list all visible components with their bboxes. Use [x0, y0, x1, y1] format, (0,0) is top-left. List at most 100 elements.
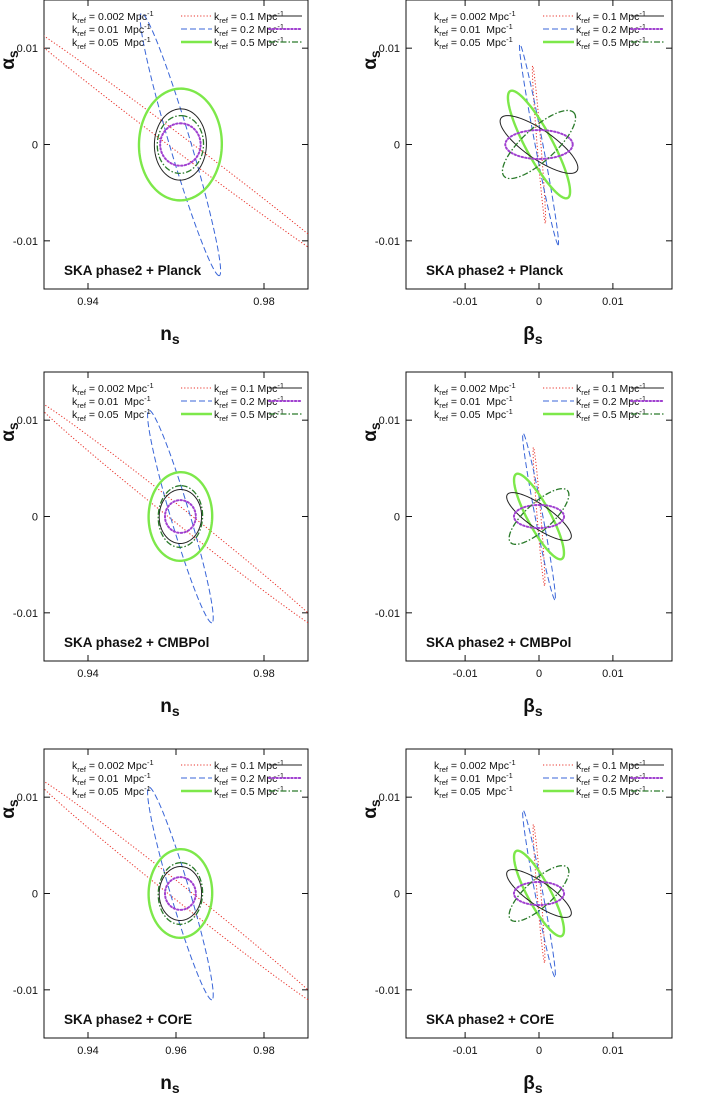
legend-label-0.1: kref = 0.1 Mpc-1	[214, 381, 284, 397]
legend-label-0.002: kref = 0.002 Mpc-1	[434, 9, 516, 25]
contour-ellipse-k0.01	[147, 409, 214, 624]
legend-label-0.01: kref = 0.01 Mpc-1	[72, 394, 151, 410]
contour-ellipse-k0.1	[158, 866, 203, 921]
legend-label-0.01: kref = 0.01 Mpc-1	[434, 394, 513, 410]
y-tick-label: 0.01	[17, 415, 38, 427]
legend-label-0.002: kref = 0.002 Mpc-1	[72, 381, 154, 397]
legend-label-0.2: kref = 0.2 Mpc-1	[214, 771, 284, 787]
panel-title: SKA phase2 + Planck	[426, 263, 564, 278]
plot-frame	[43, 371, 309, 662]
x-tick-label: 0	[536, 1045, 542, 1057]
contour-group	[499, 43, 579, 246]
y-tick-label: 0.01	[379, 43, 400, 55]
y-axis-label: αs	[360, 799, 383, 819]
y-tick-label: 0	[32, 889, 38, 901]
contour-ellipse-k0.2	[163, 499, 197, 534]
panel-title: SKA phase2 + CMBPol	[64, 635, 209, 650]
x-tick-label: 0.98	[253, 668, 274, 680]
contour-ellipse-k0.01	[147, 786, 214, 1001]
legend-label-0.2: kref = 0.2 Mpc-1	[214, 394, 284, 410]
x-tick-label: -0.01	[453, 296, 478, 308]
contour-group	[506, 432, 572, 601]
legend-label-0.05: kref = 0.05 Mpc-1	[434, 784, 513, 800]
y-tick-label: -0.01	[375, 985, 400, 997]
plot-frame	[43, 0, 309, 290]
panel-title: SKA phase2 + CMBPol	[426, 635, 571, 650]
legend-label-0.05: kref = 0.05 Mpc-1	[434, 407, 513, 423]
y-tick-label: 0	[394, 889, 400, 901]
legend-label-0.5: kref = 0.5 Mpc-1	[576, 35, 646, 51]
contour-ellipse-k0.1	[158, 489, 203, 544]
contour-ellipse-k0.2	[159, 122, 202, 167]
y-axis-label: αs	[0, 422, 21, 442]
legend-label-0.2: kref = 0.2 Mpc-1	[576, 22, 646, 38]
legend-label-0.5: kref = 0.5 Mpc-1	[576, 407, 646, 423]
contour-ellipse-k0.05	[512, 472, 566, 561]
panel-title: SKA phase2 + Planck	[64, 263, 202, 278]
x-tick-label: 0	[536, 296, 542, 308]
x-axis-label: βs	[523, 324, 543, 347]
x-tick-label: 0.96	[165, 1045, 186, 1057]
y-tick-label: 0	[394, 140, 400, 152]
contour-ellipse-k0.1	[499, 115, 579, 174]
contour-group	[506, 809, 572, 978]
legend-label-0.2: kref = 0.2 Mpc-1	[576, 394, 646, 410]
y-tick-label: -0.01	[375, 608, 400, 620]
x-tick-label: 0.94	[77, 296, 98, 308]
y-tick-label: 0.01	[379, 792, 400, 804]
plot-frame	[43, 748, 309, 1039]
y-tick-label: 0.01	[17, 43, 38, 55]
y-tick-label: 0	[32, 512, 38, 524]
contour-ellipse-k0.05	[506, 89, 572, 200]
y-axis-label: αs	[360, 422, 383, 442]
y-tick-label: 0	[32, 140, 38, 152]
contour-ellipse-k0.2	[163, 876, 197, 911]
y-tick-label: -0.01	[13, 985, 38, 997]
x-tick-label: 0.98	[253, 1045, 274, 1057]
legend-label-0.05: kref = 0.05 Mpc-1	[434, 35, 513, 51]
legend-label-0.1: kref = 0.1 Mpc-1	[214, 758, 284, 774]
x-axis-label: ns	[160, 696, 180, 719]
y-tick-label: -0.01	[13, 236, 38, 248]
legend-label-0.5: kref = 0.5 Mpc-1	[214, 35, 284, 51]
legend-label-0.01: kref = 0.01 Mpc-1	[72, 22, 151, 38]
contour-ellipse-k0.5	[501, 109, 577, 180]
x-axis-label: ns	[160, 1073, 180, 1096]
plot-frame	[405, 371, 673, 662]
legend-label-0.01: kref = 0.01 Mpc-1	[434, 22, 513, 38]
x-tick-label: 0	[536, 668, 542, 680]
contour-ellipse-k0.5	[157, 862, 204, 925]
legend-label-0.05: kref = 0.05 Mpc-1	[72, 35, 151, 51]
panel-title: SKA phase2 + COrE	[64, 1012, 192, 1027]
chart-panel-5: 0.94 0.96 0.98 0.01 0 -0.01 kref = 0.002 Mpc-1…	[0, 748, 309, 1096]
contour-ellipse-k0.05	[147, 470, 214, 563]
legend-label-0.1: kref = 0.1 Mpc-1	[576, 9, 646, 25]
contour-ellipse-k0.2	[504, 129, 574, 160]
contour-ellipse-k0.1	[506, 869, 572, 918]
legend-label-0.2: kref = 0.2 Mpc-1	[214, 22, 284, 38]
contour-ellipse-k0.002	[44, 403, 308, 624]
y-tick-label: 0	[394, 512, 400, 524]
legend-label-0.002: kref = 0.002 Mpc-1	[72, 758, 154, 774]
contour-ellipse-k0.05	[512, 849, 566, 938]
contour-ellipse-k0.2	[512, 503, 566, 530]
contour-ellipse-k0.1	[506, 492, 572, 541]
contour-group	[44, 780, 308, 1001]
x-tick-label: -0.01	[453, 668, 478, 680]
contour-ellipse-k0.01	[139, 12, 222, 277]
legend-label-0.002: kref = 0.002 Mpc-1	[72, 9, 154, 25]
y-tick-label: 0.01	[17, 792, 38, 804]
y-axis-label: αs	[0, 799, 21, 819]
x-tick-label: 0.98	[253, 296, 274, 308]
contour-ellipse-k0.01	[522, 432, 556, 601]
x-tick-label: 0.94	[77, 1045, 98, 1057]
x-axis-label: ns	[160, 324, 180, 347]
legend-label-0.01: kref = 0.01 Mpc-1	[434, 771, 513, 787]
contour-group	[44, 403, 308, 624]
legend-label-0.05: kref = 0.05 Mpc-1	[72, 407, 151, 423]
legend-label-0.05: kref = 0.05 Mpc-1	[72, 784, 151, 800]
